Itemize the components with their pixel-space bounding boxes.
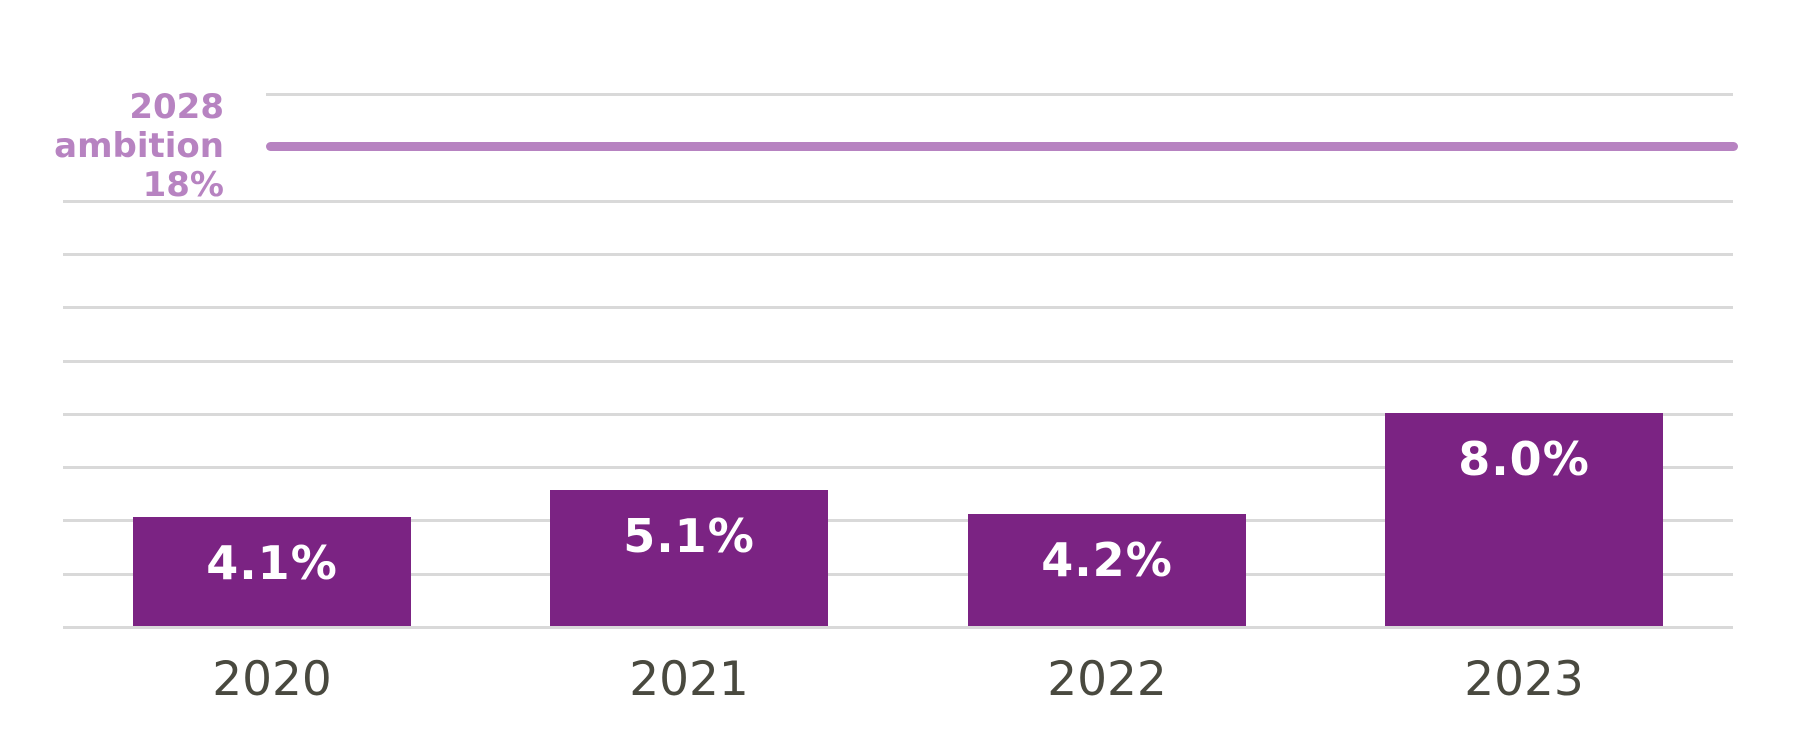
reference-line-label: 2028 ambition 18% [54,88,224,205]
gridline-16pct [63,200,1733,203]
bar-2021: 5.1% [550,490,828,626]
bar-2023: 8.0% [1385,413,1663,626]
reference-label-line-2: ambition [54,126,224,166]
bar-2022: 4.2% [968,514,1246,626]
x-axis-label-2021: 2021 [629,652,749,707]
gridline-2pct [63,573,1733,576]
gridline-0pct [63,626,1733,629]
bar-value-label-2022: 4.2% [1041,533,1173,587]
bar-value-label-2021: 5.1% [623,509,755,563]
x-axis-label-2023: 2023 [1464,652,1584,707]
x-axis-label-2022: 2022 [1047,652,1167,707]
bar-value-label-2023: 8.0% [1458,432,1590,486]
x-axis-label-2020: 2020 [212,652,332,707]
gridline-12pct [63,306,1733,309]
gridline-10pct [63,360,1733,363]
bar-value-label-2020: 4.1% [206,536,338,590]
reference-label-line-1: 2028 [129,87,224,127]
reference-label-line-3: 18% [142,165,224,205]
bar-2020: 4.1% [133,517,411,626]
gridline-4pct [63,519,1733,522]
gridline-6pct [63,466,1733,469]
ambition-reference-line [266,142,1738,151]
gridline-14pct [63,253,1733,256]
gridline-20pct [266,93,1733,96]
gridline-8pct [63,413,1733,416]
